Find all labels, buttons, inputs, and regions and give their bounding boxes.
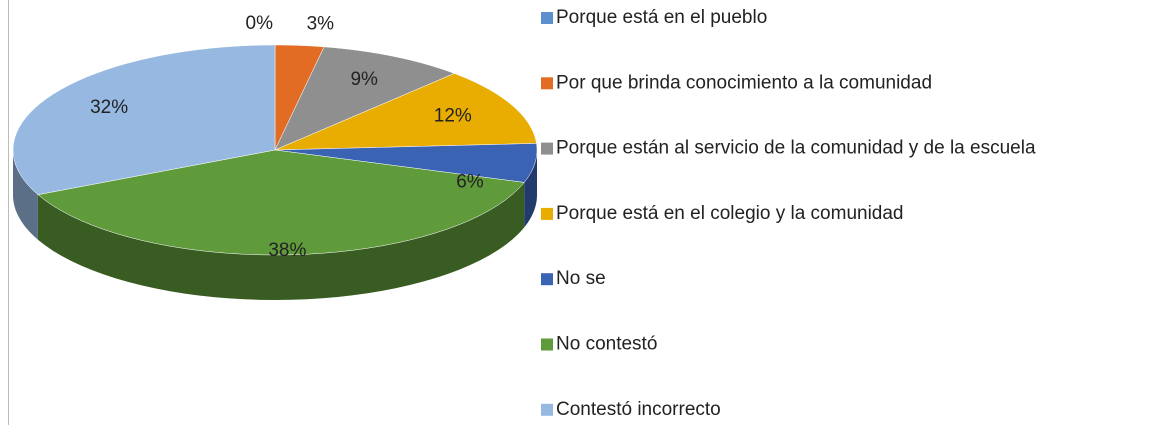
legend-label: Porque está en el pueblo — [556, 7, 767, 28]
pie-sides — [13, 150, 537, 300]
legend-label: Porque están al servicio de la comunidad… — [556, 138, 1036, 159]
data-label: 12% — [434, 105, 472, 126]
pie-slice — [274, 46, 456, 151]
pie-side — [37, 182, 525, 300]
data-label: 9% — [350, 69, 378, 90]
pie-slice — [274, 143, 538, 183]
legend-label: Contestó incorrecto — [556, 399, 721, 420]
data-label: 3% — [307, 14, 335, 35]
data-label: 0% — [246, 13, 274, 34]
legend-swatch — [541, 273, 553, 286]
legend-label: Porque está en el colegio y la comunidad — [556, 203, 904, 224]
data-label: 32% — [90, 97, 128, 118]
pie-slice — [274, 73, 537, 151]
pie-side — [13, 150, 38, 240]
legend-label: Por que brinda conocimiento a la comunid… — [556, 72, 932, 93]
legend-label: No se — [556, 268, 606, 289]
legend-swatch — [541, 142, 553, 155]
pie-slice — [12, 44, 276, 195]
legend-swatch — [541, 338, 553, 351]
data-label: 38% — [268, 240, 306, 261]
legend-swatch — [541, 207, 553, 220]
legend-swatch — [541, 403, 553, 416]
data-label: 6% — [456, 171, 484, 192]
pie-tops — [12, 44, 538, 256]
legend-swatch — [541, 77, 553, 90]
pie-slice — [37, 149, 525, 256]
legend-label: No contestó — [556, 334, 657, 355]
pie-side — [524, 150, 537, 228]
legend-swatch — [541, 12, 553, 24]
